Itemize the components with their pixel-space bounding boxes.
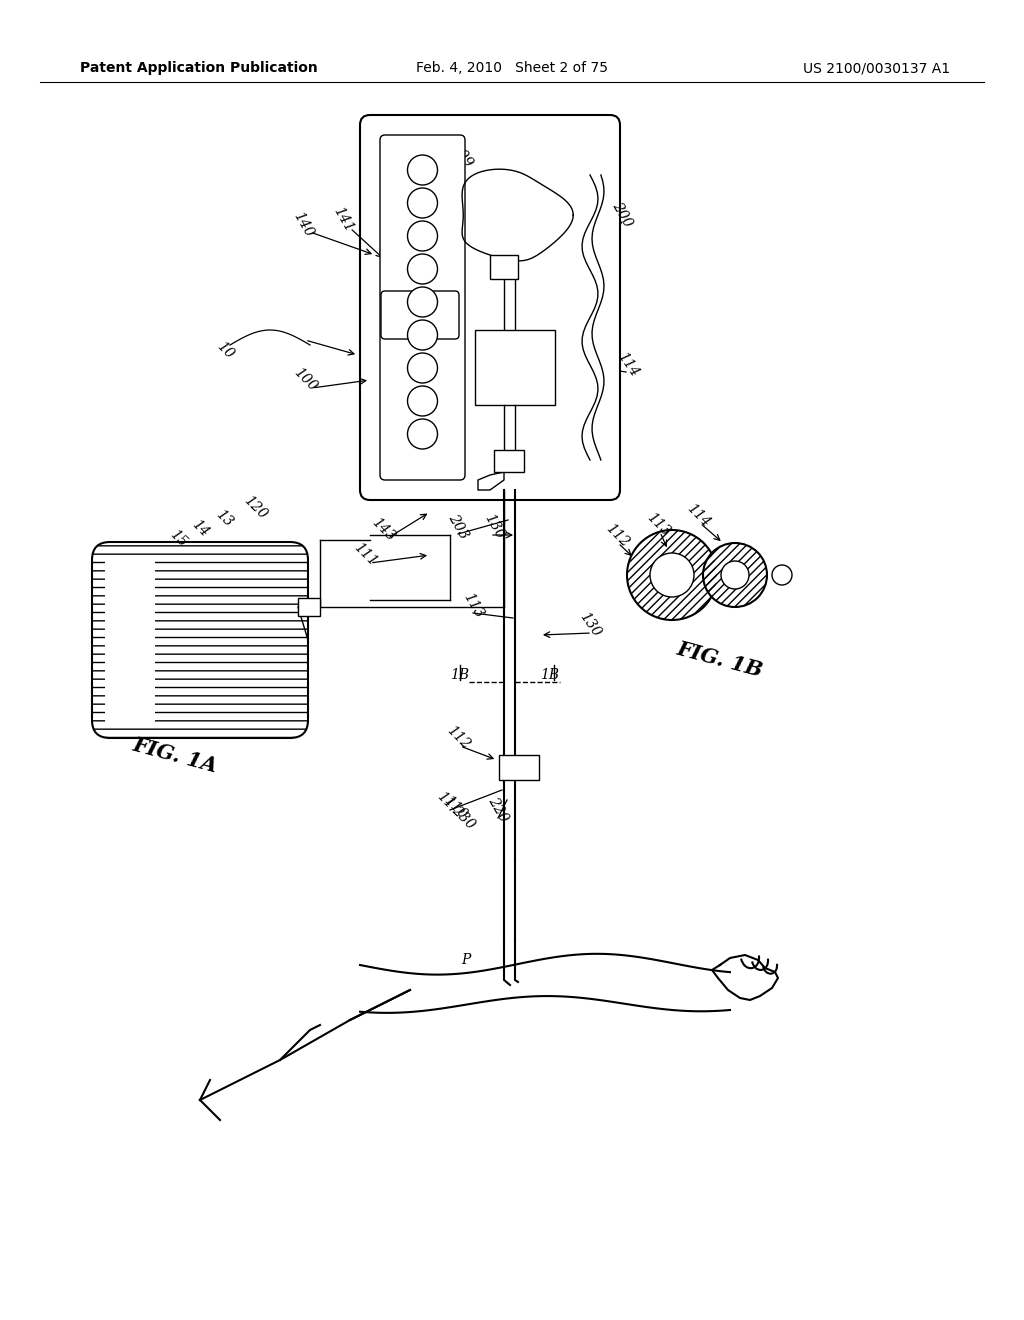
Text: Feb. 4, 2010   Sheet 2 of 75: Feb. 4, 2010 Sheet 2 of 75: [416, 61, 608, 75]
Text: FIG. 1A: FIG. 1A: [130, 734, 219, 776]
Circle shape: [408, 385, 437, 416]
Text: US 2100/0030137 A1: US 2100/0030137 A1: [803, 61, 950, 75]
Text: 141: 141: [331, 205, 355, 235]
Circle shape: [408, 319, 437, 350]
Text: Patent Application Publication: Patent Application Publication: [80, 61, 317, 75]
Bar: [494, 450, 524, 473]
Text: FIG. 1B: FIG. 1B: [675, 639, 765, 681]
Text: 111: 111: [350, 541, 379, 569]
Text: 140: 140: [290, 210, 315, 240]
Text: 113: 113: [644, 511, 673, 540]
Text: 203: 203: [445, 512, 471, 543]
Text: 11: 11: [434, 789, 457, 812]
Text: 1B: 1B: [451, 668, 470, 682]
Text: 220: 220: [485, 795, 511, 825]
Bar: [499, 755, 539, 780]
Text: 112: 112: [443, 723, 472, 752]
Text: 114: 114: [614, 350, 641, 380]
Bar: [298, 598, 319, 616]
Text: 214: 214: [409, 154, 435, 185]
Text: 114: 114: [684, 502, 713, 531]
Text: 200: 200: [609, 199, 635, 230]
Text: 130: 130: [577, 610, 603, 640]
Text: 210: 210: [430, 145, 457, 176]
Text: 212: 212: [398, 160, 425, 190]
Circle shape: [408, 187, 437, 218]
Text: 14: 14: [188, 516, 211, 540]
Text: 216: 216: [419, 150, 445, 180]
Text: 230: 230: [449, 804, 477, 833]
Text: 100: 100: [291, 366, 319, 395]
FancyBboxPatch shape: [380, 135, 465, 480]
Circle shape: [408, 253, 437, 284]
FancyBboxPatch shape: [360, 115, 620, 500]
FancyBboxPatch shape: [92, 543, 308, 738]
Text: 10: 10: [214, 339, 237, 362]
Text: 143: 143: [369, 516, 397, 544]
Circle shape: [408, 286, 437, 317]
Circle shape: [408, 220, 437, 251]
Text: 130: 130: [481, 512, 507, 543]
Circle shape: [703, 543, 767, 607]
Bar: [490, 255, 518, 279]
Circle shape: [408, 352, 437, 383]
Circle shape: [772, 565, 792, 585]
Text: 113: 113: [460, 591, 485, 620]
Text: P: P: [462, 953, 471, 968]
Text: 15: 15: [167, 527, 189, 549]
Text: 112: 112: [603, 521, 632, 550]
Text: 13: 13: [213, 507, 236, 529]
Text: 1B: 1B: [541, 668, 559, 682]
FancyBboxPatch shape: [105, 554, 155, 725]
Text: 110: 110: [440, 793, 469, 822]
Bar: [475, 330, 555, 405]
Circle shape: [408, 154, 437, 185]
Text: 209: 209: [449, 140, 475, 170]
Circle shape: [627, 531, 717, 620]
Circle shape: [650, 553, 694, 597]
FancyBboxPatch shape: [381, 290, 459, 339]
Circle shape: [721, 561, 749, 589]
Text: 120: 120: [241, 494, 269, 523]
Circle shape: [408, 418, 437, 449]
